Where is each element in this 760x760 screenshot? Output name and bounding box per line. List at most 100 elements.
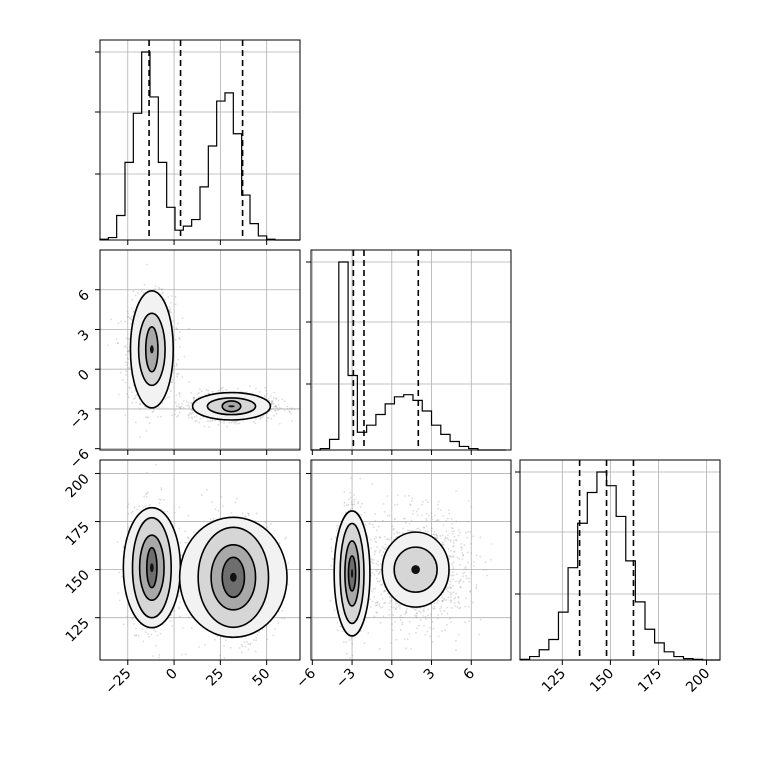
tick-label-x: 0 xyxy=(163,666,181,684)
sample-point xyxy=(350,501,353,503)
tick-label-y: 3 xyxy=(75,327,93,345)
sample-point xyxy=(163,510,166,513)
sample-point xyxy=(110,318,112,321)
histogram-p1 xyxy=(99,51,300,241)
sample-point xyxy=(283,617,286,620)
sample-point xyxy=(160,288,163,291)
sample-point xyxy=(252,639,255,641)
sample-point xyxy=(283,537,286,540)
sample-point xyxy=(178,506,181,509)
sample-point xyxy=(136,508,138,511)
sample-point xyxy=(174,401,177,404)
sample-point xyxy=(138,436,141,439)
sample-point xyxy=(145,495,148,498)
sample-point xyxy=(259,418,262,421)
contour-line xyxy=(145,546,158,589)
sample-point xyxy=(244,515,247,518)
sample-point xyxy=(127,312,130,315)
sample-point xyxy=(127,503,130,506)
sample-point xyxy=(225,639,227,642)
hist-panel-p1 xyxy=(95,39,301,245)
sample-point xyxy=(336,527,339,530)
sample-point xyxy=(254,422,257,425)
sample-point xyxy=(144,504,147,507)
sample-point xyxy=(156,416,159,419)
sample-point xyxy=(140,290,143,293)
sample-point xyxy=(132,397,135,400)
sample-point xyxy=(219,421,222,424)
sample-point xyxy=(138,403,141,405)
sample-point xyxy=(236,497,239,500)
sample-point xyxy=(154,285,157,287)
sample-point xyxy=(187,536,189,539)
sample-point xyxy=(138,408,141,410)
contour-line xyxy=(138,534,165,601)
sample-point xyxy=(187,416,190,419)
sample-point xyxy=(198,421,201,424)
sample-point xyxy=(127,350,130,353)
sample-point xyxy=(223,645,226,647)
sample-point xyxy=(127,358,130,361)
sample-point xyxy=(188,406,191,409)
sample-point xyxy=(245,391,248,394)
sample-point xyxy=(197,645,200,648)
sample-point xyxy=(150,633,153,636)
sample-point xyxy=(126,357,129,360)
sample-point xyxy=(117,342,119,345)
sample-point xyxy=(127,396,130,399)
sample-point xyxy=(233,421,236,424)
sample-point xyxy=(187,414,190,417)
sample-point xyxy=(269,395,272,398)
sample-point xyxy=(375,562,378,565)
sample-point xyxy=(171,378,174,381)
sample-point xyxy=(128,337,131,340)
contour-line xyxy=(221,556,246,599)
sample-point xyxy=(211,419,214,422)
sample-point xyxy=(184,542,187,544)
sample-point xyxy=(172,319,175,322)
sample-point xyxy=(217,423,220,426)
sample-point xyxy=(187,401,190,404)
sample-point xyxy=(273,414,275,417)
sample-point xyxy=(191,411,194,414)
tick-label-x: −6 xyxy=(293,665,319,691)
tick-label-y: 200 xyxy=(63,471,93,501)
sample-point xyxy=(127,512,130,515)
sample-point xyxy=(238,422,241,425)
sample-point xyxy=(164,398,167,400)
sample-point xyxy=(336,629,339,632)
sample-point xyxy=(125,364,128,366)
sample-point xyxy=(184,653,187,656)
sample-point xyxy=(247,512,250,515)
sample-point xyxy=(185,541,188,544)
sample-point xyxy=(353,493,356,496)
sample-point xyxy=(175,364,178,367)
sample-point xyxy=(218,420,221,423)
sample-point xyxy=(289,407,291,410)
sample-point xyxy=(173,413,176,416)
sample-point xyxy=(240,651,243,654)
sample-point xyxy=(271,399,274,402)
sample-point xyxy=(266,420,268,422)
sample-point xyxy=(207,392,210,395)
panel-frame xyxy=(99,249,301,451)
sample-point xyxy=(176,375,178,378)
sample-point xyxy=(126,347,129,350)
tick-label-x: 50 xyxy=(250,666,274,690)
tick-label-x: 200 xyxy=(683,666,713,696)
sample-point xyxy=(247,648,250,651)
tick-label-y: 0 xyxy=(75,367,93,385)
sample-point xyxy=(184,530,187,533)
sample-point xyxy=(274,409,276,412)
sample-point xyxy=(168,310,171,312)
contour-line xyxy=(206,397,257,416)
sample-point xyxy=(128,350,130,352)
sample-point xyxy=(266,638,268,641)
sample-point xyxy=(141,628,144,631)
sample-point xyxy=(193,399,195,402)
sample-point xyxy=(237,661,239,663)
sample-point xyxy=(132,290,135,293)
sample-point xyxy=(180,405,183,408)
tick-label-y: 150 xyxy=(63,567,93,597)
